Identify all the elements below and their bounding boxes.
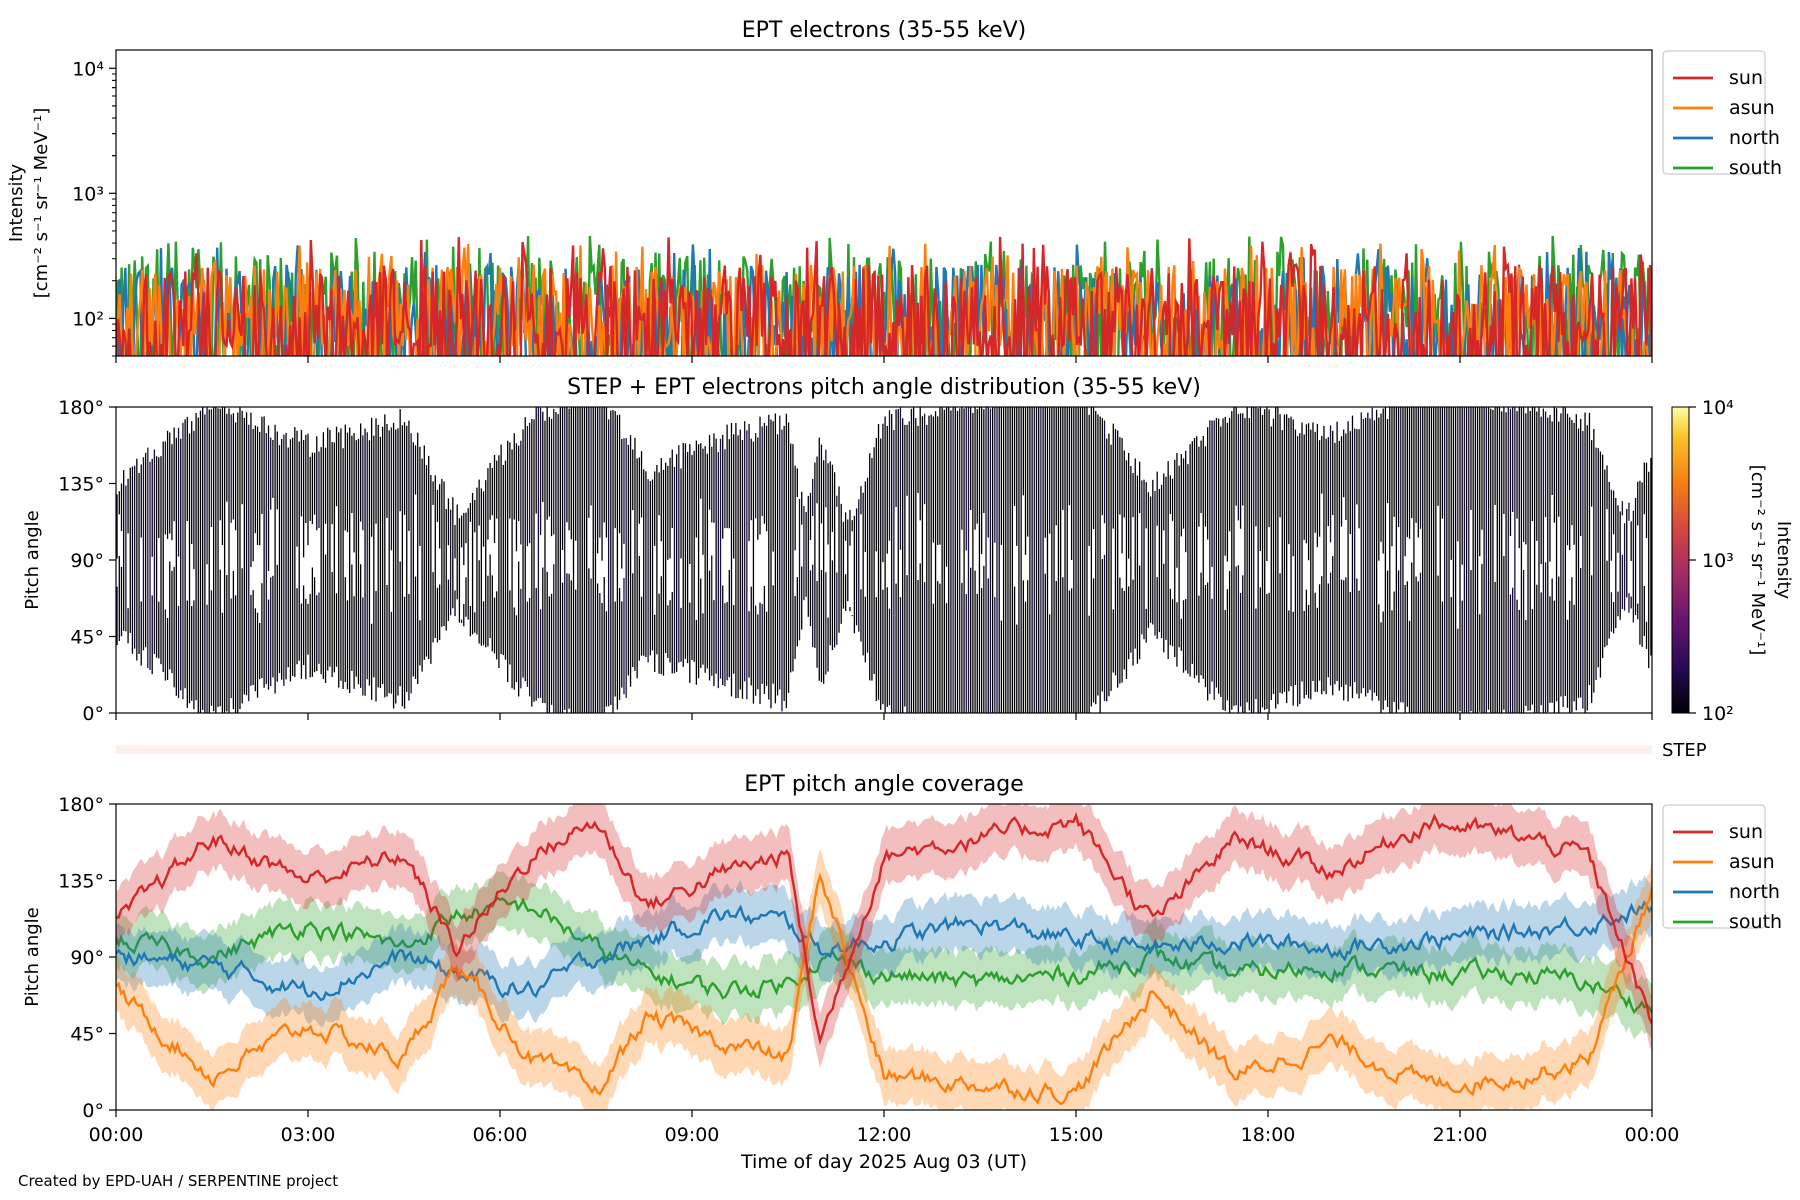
- ytick-label: 135°: [58, 871, 104, 893]
- xtick-label: 00:00: [89, 1124, 144, 1146]
- legend-label-asun: asun: [1729, 97, 1775, 119]
- panel1-title: EPT electrons (35-55 keV): [742, 18, 1027, 43]
- colorbar-tick-label: 10³: [1702, 550, 1734, 572]
- panel1-ylabel: Intensity: [6, 163, 27, 242]
- coverage-line-sun: [116, 811, 1652, 1046]
- colorbar: [1671, 406, 1690, 714]
- panel3-xlabel: Time of day 2025 Aug 03 (UT): [740, 1151, 1027, 1173]
- legend-label-sun: sun: [1729, 67, 1763, 89]
- legend-label-south: south: [1729, 157, 1782, 179]
- ytick-label: 180°: [58, 397, 104, 419]
- panel2-frame: [115, 406, 1653, 714]
- legend-label-sun: sun: [1729, 821, 1763, 843]
- panel1-plot-area: [116, 235, 1652, 356]
- xtick-label: 00:00: [1625, 1124, 1680, 1146]
- panel-intensity: EPT electrons (35-55 keV) 10² 10³ 10⁴ Inte…: [6, 18, 1782, 357]
- coverage-band-north: [116, 875, 1652, 1027]
- panel1-yticks: 10² 10³ 10⁴: [72, 58, 116, 357]
- legend-label-north: north: [1729, 127, 1780, 149]
- credit-text: Created by EPD-UAH / SERPENTINE project: [18, 1172, 339, 1190]
- panel3-ylabel: Pitch angle: [22, 907, 43, 1006]
- ytick-label: 10²: [72, 308, 104, 330]
- ytick-label: 45°: [70, 627, 104, 649]
- panel2-title: STEP + EPT electrons pitch angle distrib…: [567, 375, 1201, 400]
- ytick-label: 90°: [70, 550, 104, 572]
- legend-box: [1662, 50, 1766, 175]
- panel2-ylabel: Pitch angle: [22, 510, 43, 609]
- ytick-label: 10³: [72, 183, 104, 205]
- legend-label-north: north: [1729, 881, 1780, 903]
- xtick-label: 12:00: [857, 1124, 912, 1146]
- legend-box: [1662, 804, 1766, 929]
- coverage-line-south: [116, 896, 1652, 1015]
- panel2-yticks: 0° 45° 90° 135° 180°: [58, 397, 116, 725]
- panel2-heatmap-area: [116, 407, 1652, 713]
- colorbar-tick-label: 10⁴: [1702, 397, 1734, 419]
- panel3-plot-area: [116, 804, 1652, 1110]
- panel1-ylabel-units: [cm⁻² s⁻¹ sr⁻¹ MeV⁻¹]: [31, 108, 52, 299]
- step-bar: [116, 745, 1652, 754]
- ytick-label: 0°: [82, 703, 104, 725]
- xtick-label: 15:00: [1049, 1124, 1104, 1146]
- xtick-label: 06:00: [473, 1124, 528, 1146]
- panel3-xticks: 00:00 03:00 06:00 09:00 12:00 15:00 18:00 21:00…: [89, 1110, 1680, 1146]
- xtick-label: 03:00: [281, 1124, 336, 1146]
- ytick-label: 90°: [70, 947, 104, 969]
- colorbar-ticks: 10² 10³ 10⁴: [1689, 397, 1734, 725]
- legend-label-south: south: [1729, 911, 1782, 933]
- legend-label-asun: asun: [1729, 851, 1775, 873]
- coverage-line-north: [116, 900, 1652, 1002]
- coverage-band-asun: [116, 849, 1652, 1110]
- panel3-yticks: 0° 45° 90° 135° 180°: [58, 794, 116, 1122]
- intensity-line-sun: [116, 236, 1652, 356]
- xtick-label: 09:00: [665, 1124, 720, 1146]
- panel3-legend: sun asun north south: [1662, 804, 1782, 933]
- coverage-band-sun: [116, 804, 1652, 1068]
- colorbar-tick-label: 10²: [1702, 703, 1734, 725]
- colorbar-units: [cm⁻² s⁻¹ sr⁻¹ MeV⁻¹]: [1747, 465, 1768, 656]
- ytick-label: 0°: [82, 1100, 104, 1122]
- ytick-label: 10⁴: [72, 58, 104, 80]
- xtick-label: 21:00: [1433, 1124, 1488, 1146]
- xtick-label: 18:00: [1241, 1124, 1296, 1146]
- panel3-title: EPT pitch angle coverage: [744, 772, 1024, 797]
- step-label: STEP: [1662, 740, 1707, 761]
- panel-pa-coverage: EPT pitch angle coverage 0° 45° 90° 135° 180…: [22, 772, 1782, 1173]
- ytick-label: 180°: [58, 794, 104, 816]
- panel-pad-heatmap: STEP + EPT electrons pitch angle distrib…: [22, 375, 1794, 761]
- colorbar-label: Intensity: [1773, 521, 1794, 600]
- shared-xtick-marks: [115, 356, 1653, 720]
- panel1-legend: sun asun north south: [1662, 50, 1782, 179]
- coverage-band-south: [116, 870, 1652, 1040]
- ytick-label: 45°: [70, 1024, 104, 1046]
- coverage-line-asun: [116, 872, 1652, 1106]
- ytick-label: 135°: [58, 474, 104, 496]
